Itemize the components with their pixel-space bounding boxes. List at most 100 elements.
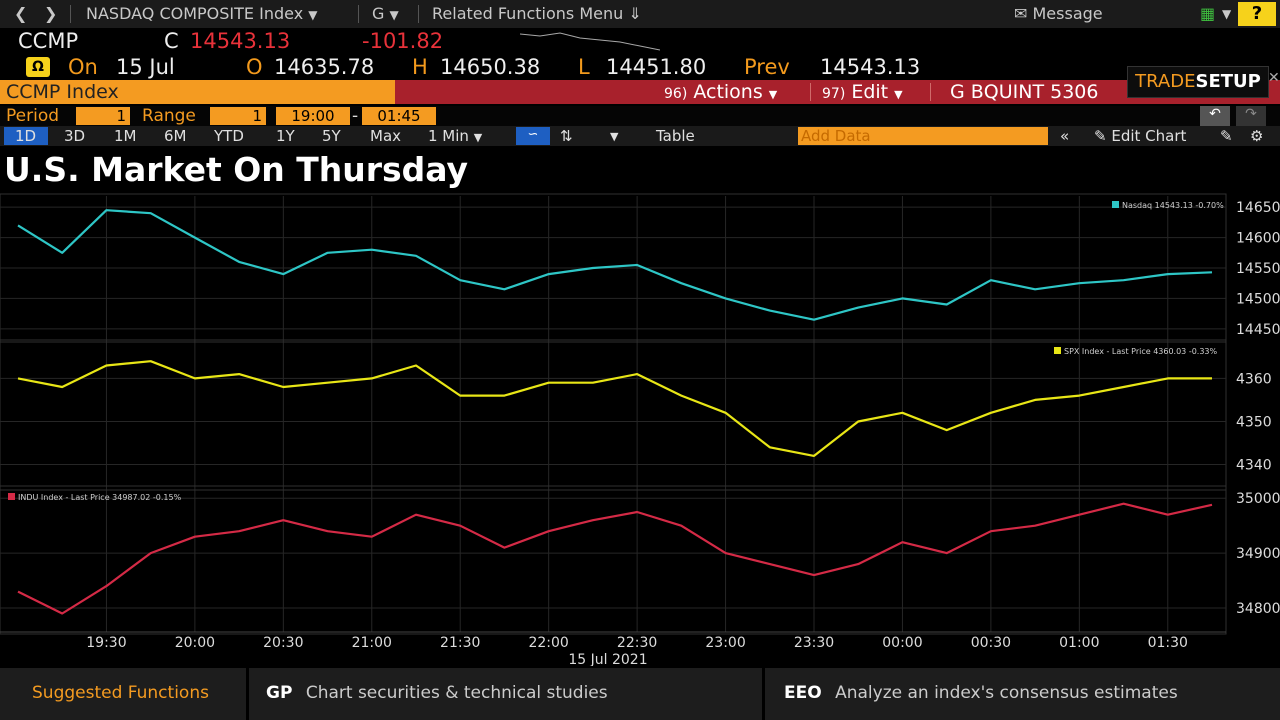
chevron-down-icon[interactable]: ▼ (610, 130, 619, 143)
related-functions-label: Related Functions Menu (432, 4, 624, 23)
edit-chart-button[interactable]: ✎ Edit Chart (1094, 127, 1186, 145)
open-value: 14635.78 (274, 55, 375, 79)
period-input[interactable]: 1 (76, 107, 130, 125)
x-tick-label: 01:30 (1148, 635, 1188, 651)
range-input[interactable]: 1 (210, 107, 266, 125)
close-label: C (164, 29, 179, 53)
pencil-icon[interactable]: ✎ (1220, 127, 1233, 145)
nav-divider (358, 5, 359, 23)
time-from-input[interactable]: 19:00 (276, 107, 350, 125)
table-button[interactable]: Table (656, 127, 695, 145)
edit-menu[interactable]: 97) Edit ▼ (822, 81, 903, 103)
chevron-down-icon: ▼ (389, 8, 399, 22)
chevron-down-icon[interactable]: ▼ (1222, 7, 1232, 21)
series-line-spx (17, 360, 1212, 457)
range-dash: - (352, 106, 359, 126)
on-label: On (68, 55, 98, 79)
x-tick-label: 22:00 (528, 635, 568, 651)
related-functions-menu[interactable]: Related Functions Menu ⇓ (432, 4, 642, 23)
tab-ytd[interactable]: YTD (214, 127, 244, 145)
quote-row-1: CCMP C 14543.13 -101.82 (0, 28, 1280, 54)
forward-arrow-icon[interactable]: ❯ (44, 4, 58, 23)
legend-label: Nasdaq 14543.13 -0.70% (1122, 201, 1224, 210)
quote-date: 15 Jul (116, 55, 175, 79)
legend-label: INDU Index - Last Price 34987.02 -0.15% (18, 493, 182, 502)
suggested-functions-bar: Suggested Functions GP Chart securities … (0, 668, 1280, 720)
bquint-label[interactable]: G BQUINT 5306 (950, 81, 1099, 103)
live-data-icon[interactable]: Ω (26, 57, 50, 77)
period-bar: Period 1 Range 1 19:00 - 01:45 ↶ ↷ (0, 106, 1280, 126)
actions-menu[interactable]: 96) Actions ▼ (664, 81, 777, 103)
add-data-input[interactable]: Add Data (798, 127, 1048, 145)
y-tick-label: 34800 (1236, 601, 1280, 617)
high-value: 14650.38 (440, 55, 541, 79)
y-tick-label: 14450 (1236, 322, 1280, 338)
prev-value: 14543.13 (820, 55, 921, 79)
window-link-icon[interactable]: ▦ (1200, 4, 1216, 23)
tab-3d[interactable]: 3D (64, 127, 86, 145)
low-label: L (578, 55, 590, 79)
security-name-menu[interactable]: NASDAQ COMPOSITE Index ▼ (86, 4, 317, 23)
cmd-divider (810, 83, 811, 101)
close-icon[interactable]: ✕ (1268, 70, 1280, 86)
tab-5y[interactable]: 5Y (322, 127, 341, 145)
envelope-icon: ✉ (1014, 4, 1028, 23)
x-tick-label: 01:00 (1059, 635, 1099, 651)
function-eeo[interactable]: EEO Analyze an index's consensus estimat… (784, 683, 1178, 703)
change-value: -101.82 (362, 29, 444, 53)
pencil-icon: ✎ (1094, 127, 1107, 145)
collapse-icon[interactable]: « (1060, 127, 1070, 145)
price-chart[interactable]: 14450 14500 14550 14600 14650 Nasdaq 14543.13… (0, 192, 1280, 666)
y-tick-label: 35000 (1236, 491, 1280, 507)
gear-icon[interactable]: ⚙ (1250, 127, 1264, 145)
tab-6m[interactable]: 6M (164, 127, 187, 145)
group-label: G (372, 4, 385, 23)
chart-panel (0, 339, 1227, 491)
bar-chart-icon[interactable]: ⇅ (560, 127, 573, 145)
edit-label: Edit (851, 81, 889, 103)
actions-number: 96) (664, 86, 688, 102)
nav-divider (70, 5, 71, 23)
x-tick-label: 20:00 (175, 635, 215, 651)
interval-select[interactable]: 1 Min ▼ (428, 127, 482, 145)
trade-setup-button[interactable]: TRADESETUP (1127, 66, 1269, 98)
footer-divider (762, 668, 765, 720)
undo-icon[interactable]: ↶ (1200, 106, 1230, 126)
range-label: Range (142, 106, 196, 126)
double-chevron-down-icon: ⇓ (628, 4, 642, 23)
message-button[interactable]: ✉ Message (1014, 4, 1103, 23)
y-tick-label: 34900 (1236, 546, 1280, 562)
tab-1d[interactable]: 1D (15, 127, 37, 145)
cmd-divider (930, 83, 931, 101)
back-arrow-icon[interactable]: ❮ (14, 4, 28, 23)
x-tick-label: 22:30 (617, 635, 657, 651)
function-gp-code: GP (266, 683, 293, 703)
function-gp[interactable]: GP Chart securities & technical studies (266, 683, 608, 703)
low-value: 14451.80 (606, 55, 707, 79)
date-label: 15 Jul 2021 (568, 652, 647, 666)
time-to-input[interactable]: 01:45 (362, 107, 436, 125)
tab-max[interactable]: Max (370, 127, 402, 145)
chart-toolbar: 1D 3D 1M 6M YTD 1Y 5Y Max 1 Min ▼ ∽ ⇅ ▼ … (0, 126, 1280, 146)
quote-row-2: Ω On 15 Jul O 14635.78 H 14650.38 L 1445… (0, 54, 1280, 80)
page-title: U.S. Market On Thursday (4, 150, 469, 189)
security-field[interactable]: CCMP Index (0, 80, 395, 104)
edit-chart-label: Edit Chart (1111, 127, 1187, 145)
line-chart-icon[interactable]: ∽ (516, 127, 550, 145)
chevron-down-icon: ▼ (308, 8, 318, 22)
high-label: H (412, 55, 428, 79)
chart-panel (0, 485, 1227, 635)
setup-label: SETUP (1195, 71, 1261, 92)
chevron-down-icon: ▼ (894, 88, 903, 101)
nav-divider (418, 5, 419, 23)
help-button[interactable]: ? (1238, 2, 1276, 26)
function-eeo-code: EEO (784, 683, 822, 703)
group-menu[interactable]: G ▼ (372, 4, 399, 23)
ticker: CCMP (18, 29, 79, 53)
tab-highlight (4, 127, 48, 145)
redo-icon[interactable]: ↷ (1236, 106, 1266, 126)
tab-1y[interactable]: 1Y (276, 127, 295, 145)
tab-1m[interactable]: 1M (114, 127, 137, 145)
x-tick-label: 00:00 (882, 635, 922, 651)
y-tick-label: 14600 (1236, 231, 1280, 247)
